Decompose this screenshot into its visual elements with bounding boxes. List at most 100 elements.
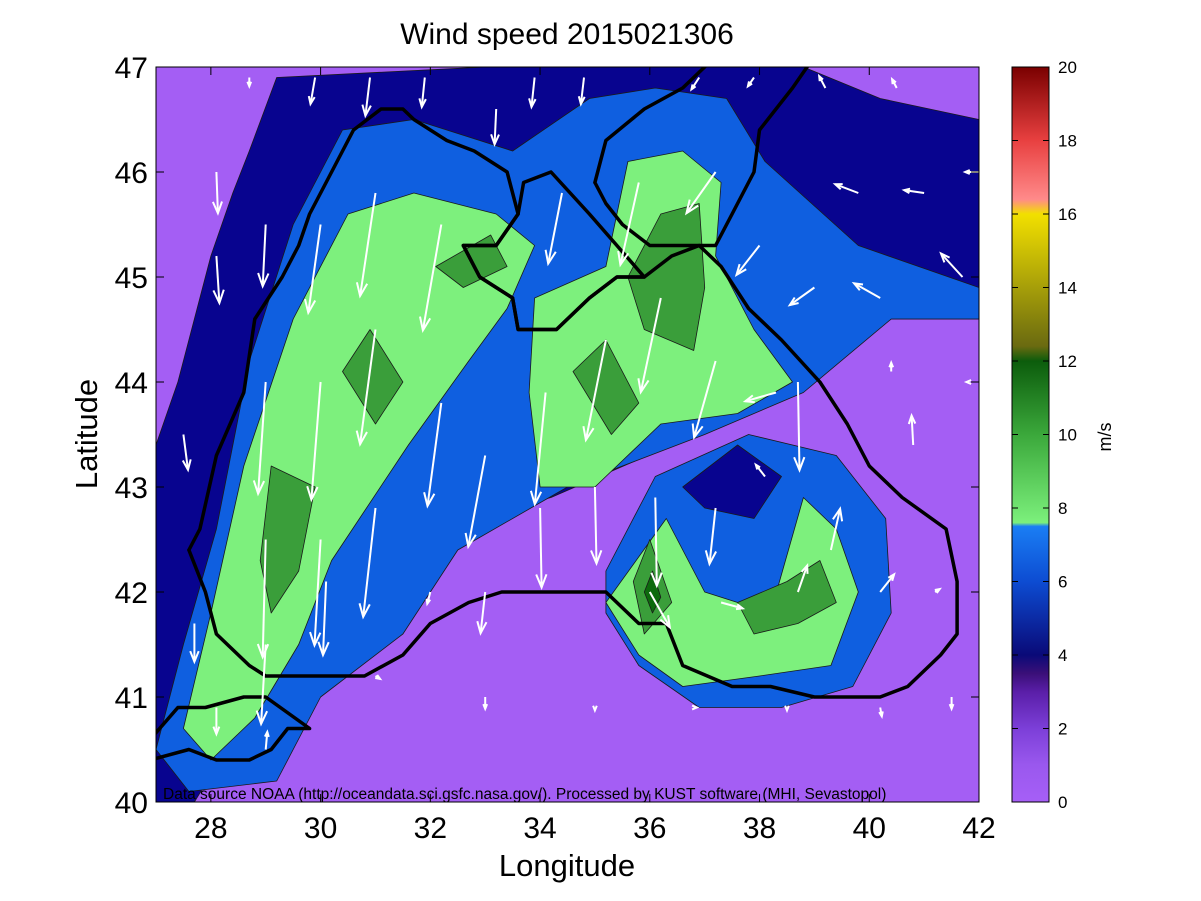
wind-vector-2: [211, 171, 223, 216]
wind-vectors: [181, 73, 979, 750]
wind-vector-60: [890, 76, 898, 89]
wind-vector-57: [878, 707, 884, 719]
wind-vector-34: [704, 507, 717, 567]
wind-vector-16: [464, 455, 487, 550]
wind-vector-45: [907, 412, 917, 446]
coastline-crimea: [461, 170, 647, 332]
wind-vector-6: [255, 644, 269, 727]
x-tick-label: 34: [523, 812, 556, 845]
coastline-marmara: [156, 695, 312, 762]
wind-vector-28: [851, 281, 881, 299]
y-tick-label: 46: [115, 157, 148, 190]
colorbar-tick-label: 20: [1058, 58, 1077, 77]
wind-vector-63: [307, 77, 317, 107]
colorbar: 0 2 4 6 8 10 12 14 16 18 20 m/s: [1011, 58, 1115, 812]
wind-vector-49: [212, 707, 221, 737]
colorbar-tick-label: 14: [1058, 279, 1077, 298]
wind-vector-37: [535, 507, 548, 591]
colorbar-label: m/s: [1095, 423, 1115, 452]
wind-vector-39: [425, 591, 432, 607]
wind-vector-7: [304, 224, 322, 316]
colorbar-tick-label: 16: [1058, 205, 1077, 224]
wind-vector-22: [684, 171, 717, 216]
wind-vector-18: [544, 192, 563, 267]
x-tick-label: 30: [304, 812, 337, 845]
contour-region-14: [682, 444, 782, 519]
wind-vector-51: [317, 581, 330, 658]
coastline-sea-of-azov: [593, 67, 810, 248]
y-tick-label: 47: [115, 52, 148, 85]
wind-vector-43: [829, 506, 844, 551]
colorbar-tick-label: 6: [1058, 573, 1067, 592]
wind-vector-4: [252, 381, 267, 497]
wind-vector-53: [482, 697, 489, 712]
colorbar-tick-label: 0: [1058, 793, 1067, 812]
wind-vector-25: [742, 391, 777, 404]
wind-vector-13: [419, 224, 443, 333]
y-axis-ticks: 40 41 42 43 44 45 46 47: [115, 52, 979, 820]
wind-vector-54: [592, 705, 598, 714]
wind-vector-68: [690, 76, 701, 92]
wind-vector-11: [355, 329, 377, 447]
wind-vector-55: [691, 704, 700, 711]
wind-vector-14: [423, 402, 443, 509]
wind-vector-48: [189, 623, 200, 665]
wind-vector-12: [358, 507, 377, 620]
wind-vector-27: [832, 183, 859, 194]
y-tick-label: 45: [115, 262, 148, 295]
colorbar-tick-label: 4: [1058, 646, 1067, 665]
colorbar-ticks: 0 2 4 6 8 10 12 14 16 18 20: [1012, 58, 1077, 812]
x-tick-label: 42: [962, 812, 995, 845]
wind-vector-40: [648, 591, 672, 630]
y-tick-label: 42: [115, 577, 148, 610]
wind-vector-26: [787, 286, 815, 307]
colorbar-tick-label: 2: [1058, 720, 1067, 739]
x-tick-label: 32: [414, 812, 447, 845]
wind-vector-58: [948, 697, 955, 712]
contour-region-3: [182, 192, 535, 761]
colorbar-tick-label: 10: [1058, 426, 1077, 445]
coastline-black-sea: [187, 107, 959, 699]
wind-vector-23: [691, 360, 717, 440]
y-tick-label: 44: [115, 367, 148, 400]
x-tick-label: 28: [194, 812, 227, 845]
wind-vector-64: [361, 77, 372, 119]
wind-vector-3: [257, 224, 270, 289]
contour-region-12: [737, 560, 837, 635]
x-tick-label: 36: [633, 812, 666, 845]
x-tick-label: 38: [743, 812, 776, 845]
wind-vector-32: [793, 381, 806, 473]
wind-vector-29: [901, 187, 925, 194]
wind-vector-36: [590, 486, 603, 567]
colorbar-tick-label: 8: [1058, 499, 1067, 518]
wind-vector-21: [637, 297, 662, 395]
wind-vector-33: [754, 462, 766, 478]
wind-vector-52: [374, 674, 383, 681]
wind-vector-24: [734, 244, 761, 278]
y-tick-label: 41: [115, 682, 148, 715]
contour-region-10: [627, 203, 706, 351]
wind-vector-38: [476, 591, 488, 636]
y-tick-label: 40: [115, 787, 148, 820]
wind-vector-59: [963, 379, 972, 385]
x-tick-label: 40: [853, 812, 886, 845]
map-plot-area: Data source NOAA (http://oceandata.sci.g…: [155, 66, 980, 803]
wind-vector-69: [746, 76, 755, 89]
colorbar-gradient: [1011, 66, 1050, 803]
wind-vector-44: [879, 572, 896, 593]
wind-vector-15: [490, 108, 500, 147]
wind-vector-9: [309, 539, 322, 648]
chart-title: Wind speed 2015021306: [400, 18, 734, 51]
x-axis-ticks: 28 30 32 34 36 38 40 42: [194, 67, 996, 845]
wind-vector-42: [796, 562, 809, 593]
colorbar-tick-label: 12: [1058, 352, 1077, 371]
wind-vector-19: [582, 339, 607, 443]
wind-vector-50: [264, 729, 270, 750]
data-source-credit: Data source NOAA (http://oceandata.sci.g…: [163, 786, 886, 803]
wind-vector-56: [784, 705, 790, 714]
wind-vector-35: [650, 497, 663, 589]
wind-vector-17: [529, 392, 547, 507]
contour-region-6: [259, 465, 316, 614]
wind-vector-67: [577, 77, 586, 107]
